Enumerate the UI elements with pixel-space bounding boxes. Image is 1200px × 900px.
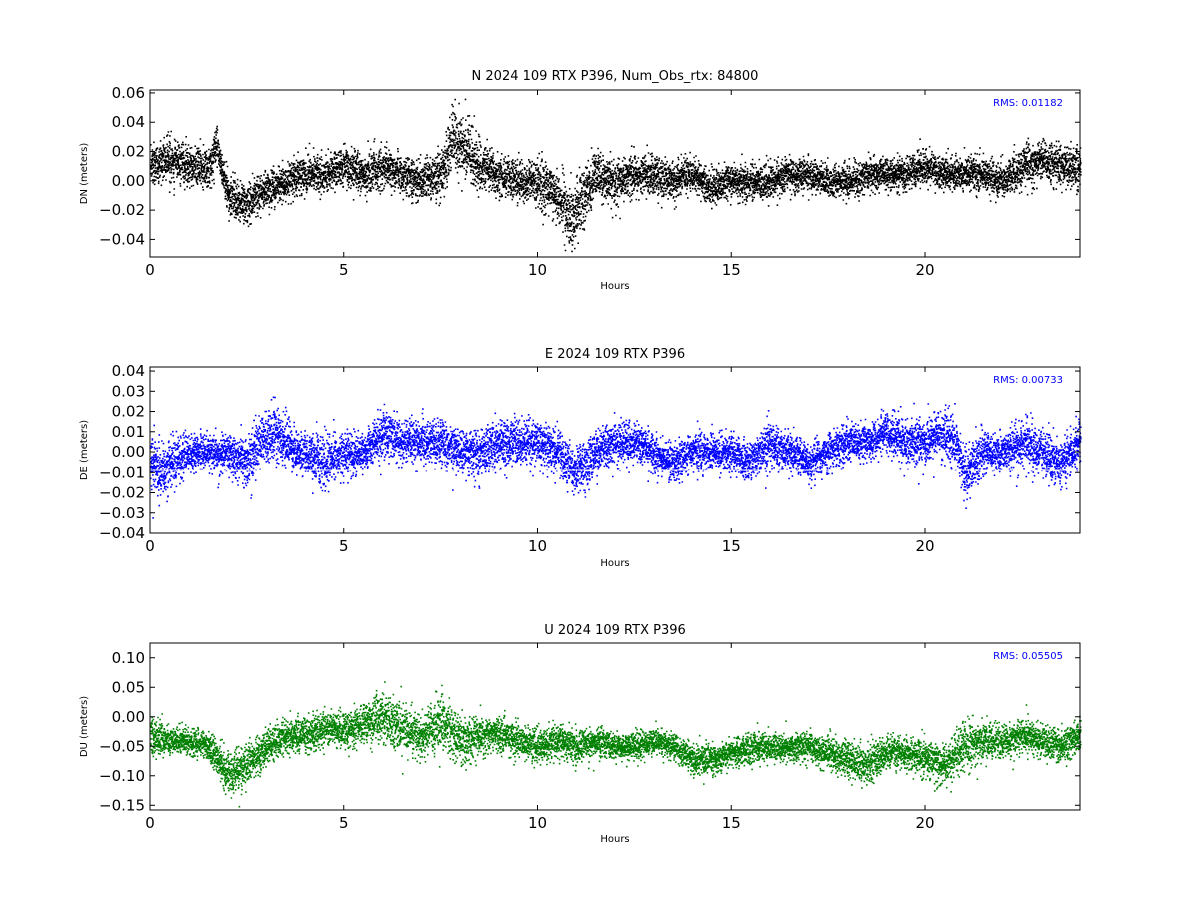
plot-area [149,366,1082,534]
y-tick-label: −0.15 [99,796,145,814]
plot-area [149,89,1082,258]
data-points [150,396,1082,519]
y-tick-label: 0.04 [112,113,145,131]
y-axis-label: DU (meters) [79,696,90,757]
x-axis-ticks: 0 5 10 15 20 [145,90,935,279]
y-tick-label: 0.02 [112,403,145,421]
x-tick-label: 15 [722,537,741,555]
data-point-cloud [150,681,1082,808]
y-tick-label: −0.02 [99,484,145,502]
y-tick-label: 0.06 [112,84,145,102]
plot-area [149,642,1082,811]
axes-frame [149,89,1081,258]
x-axis-label: Hours [600,281,629,292]
y-tick-label: −0.01 [99,463,145,481]
y-tick-label: 0.00 [112,708,145,726]
x-tick-label: 5 [339,261,349,279]
y-axis-ticks: 0.06 0.04 0.02 0.00 −0.02 −0.04 [99,84,1080,248]
x-tick-label: 15 [722,814,741,832]
chart-title: E 2024 109 RTX P396 [545,347,685,362]
y-tick-label: −0.05 [99,737,145,755]
y-tick-label: −0.02 [99,201,145,219]
x-tick-label: 20 [915,814,934,832]
x-tick-label: 10 [528,261,547,279]
y-tick-label: 0.02 [112,143,145,161]
axes-frame [149,366,1081,534]
x-tick-label: 5 [339,814,349,832]
x-axis-label: Hours [600,558,629,569]
x-tick-label: 0 [145,814,155,832]
x-tick-label: 10 [528,537,547,555]
panel-north: N 2024 109 RTX P396, Num_Obs_rtx: 84800 … [79,69,1082,292]
y-tick-label: 0.05 [112,678,145,696]
x-axis-ticks: 0 5 10 15 20 [145,367,935,555]
y-tick-label: −0.04 [99,524,145,542]
y-tick-label: 0.03 [112,382,145,400]
rms-label: RMS: 0.05505 [993,651,1063,662]
x-axis-label: Hours [600,834,629,845]
x-tick-label: 10 [528,814,547,832]
x-axis-ticks: 0 5 10 15 20 [145,643,935,832]
data-point-cloud [150,98,1082,253]
y-axis-label: DE (meters) [79,420,90,480]
y-axis-ticks: 0.04 0.03 0.02 0.01 0.00 −0.01 −0.02 −0.03 −0.04 [99,362,1080,542]
data-point-cloud [150,396,1082,519]
rms-label: RMS: 0.00733 [993,375,1063,386]
rms-label: RMS: 0.01182 [993,98,1063,109]
x-tick-label: 20 [915,537,934,555]
data-points [150,681,1082,808]
y-axis-label: DN (meters) [79,143,90,205]
panel-east: E 2024 109 RTX P396 0 5 10 15 20 0.040.030.0… [79,347,1082,569]
y-tick-label: −0.03 [99,504,145,522]
y-axis-ticks: 0.10 0.05 0.00 −0.05 −0.10 −0.15 [99,649,1080,814]
chart-title: N 2024 109 RTX P396, Num_Obs_rtx: 84800 [472,69,759,84]
x-tick-label: 0 [145,537,155,555]
y-tick-label: −0.04 [99,230,145,248]
y-tick-label: 0.10 [112,649,145,667]
data-points [150,98,1082,253]
y-tick-label: 0.00 [112,172,145,190]
x-tick-label: 0 [145,261,155,279]
x-tick-label: 20 [915,261,934,279]
chart-title: U 2024 109 RTX P396 [544,623,686,638]
y-tick-label: −0.10 [99,767,145,785]
y-tick-label: 0.01 [112,423,145,441]
panel-up: U 2024 109 RTX P396 0 5 10 15 20 0.10 0.05 0.0… [79,623,1082,845]
y-tick-label: 0.04 [112,362,145,380]
x-tick-label: 5 [339,537,349,555]
y-tick-label: 0.00 [112,443,145,461]
axes-frame [149,642,1081,811]
x-tick-label: 15 [722,261,741,279]
